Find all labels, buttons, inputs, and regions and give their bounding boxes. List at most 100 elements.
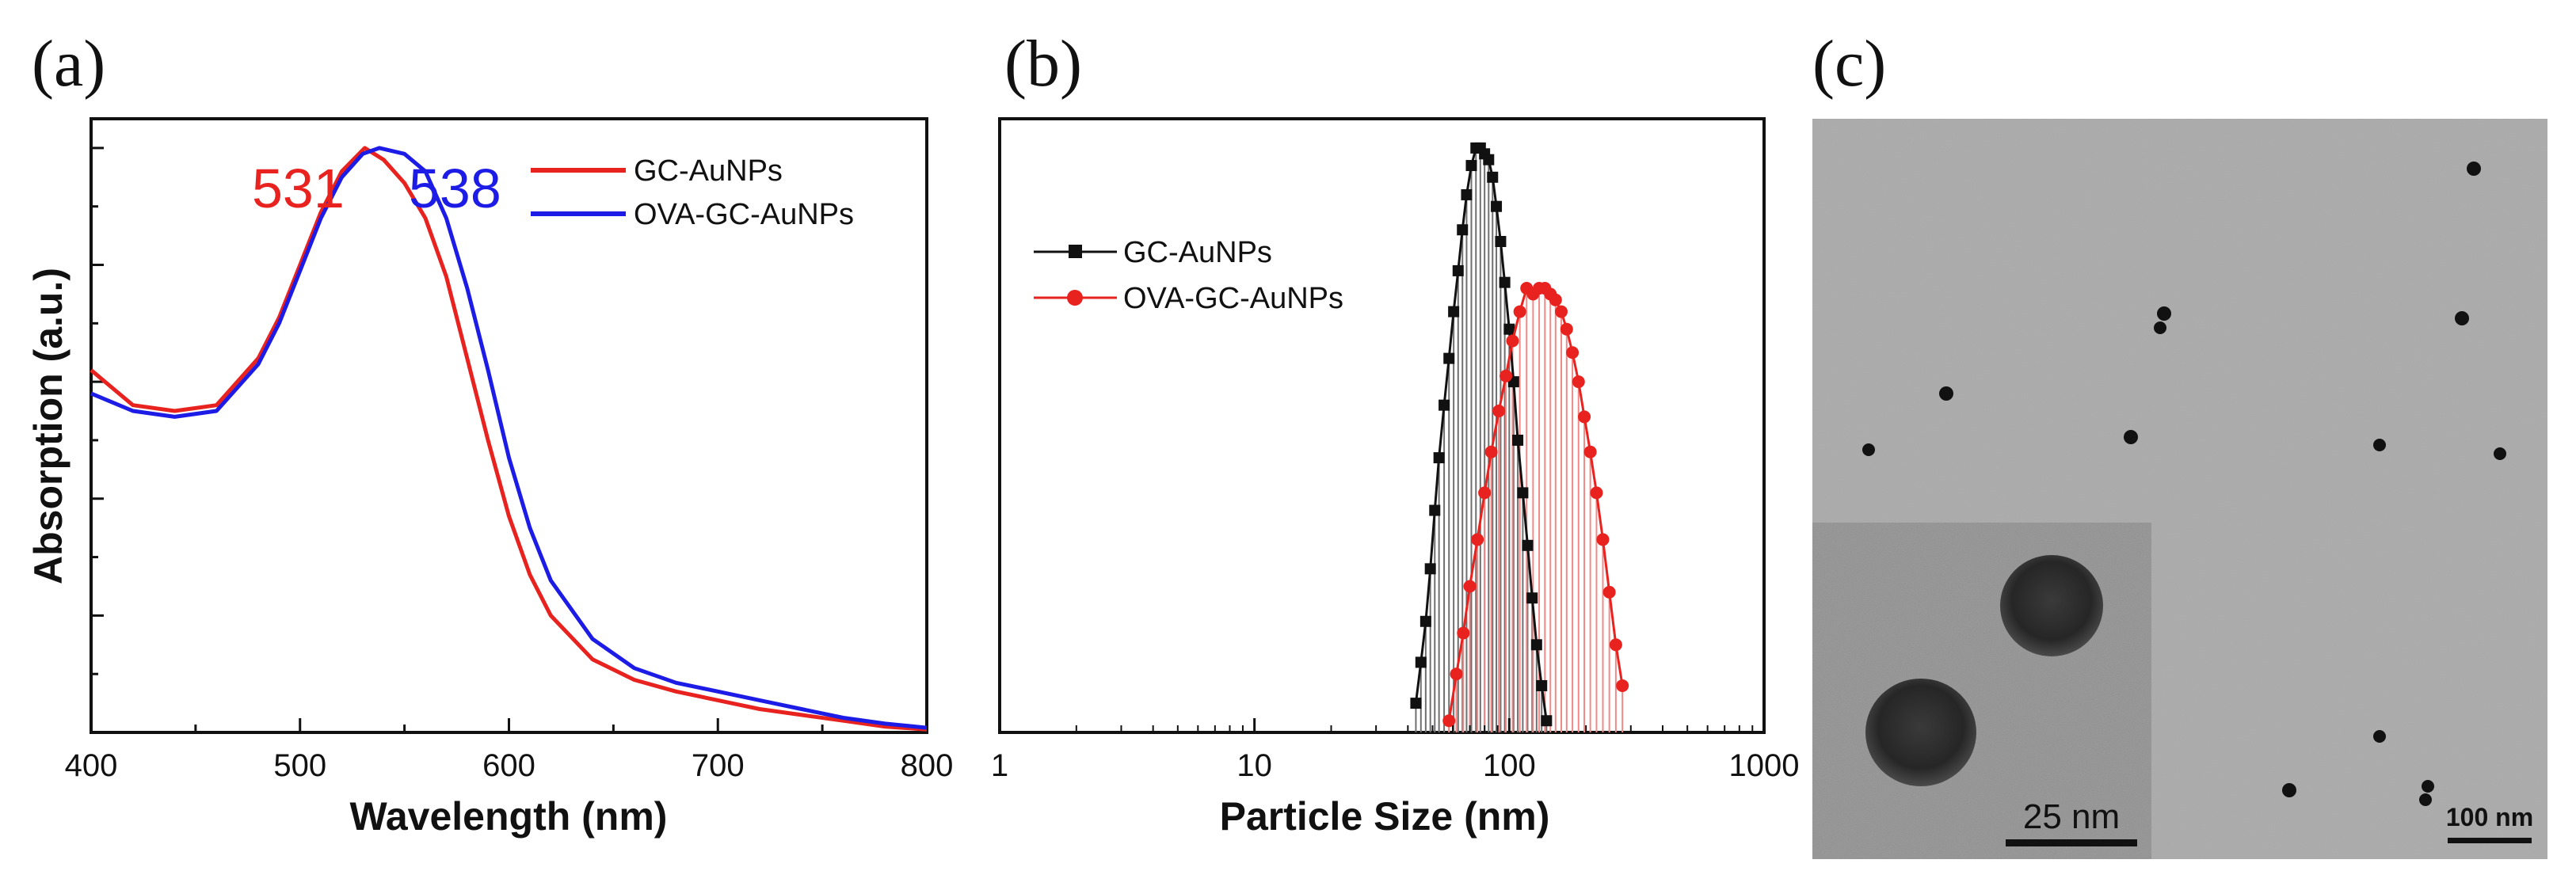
size-point-gc-aunps: [1503, 323, 1515, 335]
size-legend: GC-AuNPs OVA-GC-AuNPs: [1034, 236, 1343, 315]
absorption-x-tick-label: 800: [901, 748, 954, 783]
scale-bar: [2448, 838, 2532, 843]
size-point-gc-aunps: [1461, 188, 1473, 200]
legend-label-ova-gc-aunps-size: OVA-GC-AuNPs: [1123, 282, 1343, 315]
legend-label-gc-aunps-size: GC-AuNPs: [1123, 236, 1272, 269]
size-point-gc-aunps: [1512, 434, 1524, 446]
tem-inset: 25 nm: [1812, 523, 2151, 859]
size-x-tick-label: 1000: [1729, 748, 1800, 783]
size-point-gc-aunps: [1452, 264, 1464, 276]
size-point-ova-gc-aunps: [1590, 486, 1603, 500]
size-point-ova-gc-aunps: [1616, 679, 1629, 692]
size-point-gc-aunps: [1526, 592, 1538, 604]
absorption-chart: 400 500 600 700 800 531 538 GC-AuNPs OVA-GC-…: [26, 117, 954, 839]
nanoparticle: [2467, 162, 2481, 176]
size-point-ova-gc-aunps: [1471, 533, 1484, 546]
size-point-gc-aunps: [1522, 539, 1534, 551]
size-point-gc-aunps: [1439, 399, 1450, 411]
panel-label-b: (b): [1004, 27, 1082, 101]
size-point-ova-gc-aunps: [1560, 322, 1573, 336]
peak-label-531: 531: [252, 158, 345, 219]
size-point-gc-aunps: [1541, 715, 1553, 727]
panel-label-a: (a): [32, 27, 105, 101]
absorption-series-line-gc-aunps: [90, 146, 928, 732]
size-point-ova-gc-aunps: [1499, 369, 1513, 382]
absorption-legend: GC-AuNPs OVA-GC-AuNPs: [531, 154, 854, 231]
size-point-ova-gc-aunps: [1513, 305, 1526, 318]
absorption-series-line-ova-gc-aunps: [90, 146, 928, 730]
size-x-tick-label: 100: [1483, 748, 1536, 783]
panel-label-c: (c): [1812, 27, 1886, 101]
absorption-x-axis-title: Wavelength (nm): [350, 794, 668, 839]
size-distribution-chart: 1 10 100 1000 GC-AuNPs OVA-GC-AuNPs Particl…: [991, 117, 1800, 839]
size-point-gc-aunps: [1410, 698, 1422, 709]
size-x-tick-label: 10: [1237, 748, 1272, 783]
size-point-ova-gc-aunps: [1457, 626, 1470, 640]
size-point-ova-gc-aunps: [1549, 293, 1562, 306]
nanoparticle: [2373, 439, 2386, 451]
size-point-ova-gc-aunps: [1506, 334, 1519, 348]
size-point-gc-aunps: [1457, 224, 1469, 236]
size-point-gc-aunps: [1487, 171, 1499, 183]
size-point-ova-gc-aunps: [1484, 445, 1498, 458]
size-series: [1410, 142, 1629, 728]
inset-scale-bar-label: 25 nm: [2023, 797, 2120, 836]
size-point-gc-aunps: [1483, 154, 1495, 165]
absorption-series: [90, 146, 928, 732]
size-point-gc-aunps: [1424, 563, 1436, 575]
inset-nanoparticle: [1865, 679, 1976, 786]
absorption-x-ticks: 400 500 600 700 800: [65, 718, 954, 783]
size-x-ticks: 1 10 100 1000: [991, 718, 1800, 783]
nanoparticle: [2494, 447, 2506, 460]
absorption-y-axis-title: Absorption (a.u.): [26, 268, 70, 584]
size-point-ova-gc-aunps: [1492, 405, 1506, 418]
inset-nanoparticle: [2000, 555, 2103, 656]
legend-marker-circle: [1067, 290, 1083, 306]
size-point-gc-aunps: [1465, 160, 1477, 172]
size-plot-frame: [998, 117, 1766, 734]
peak-label-538: 538: [409, 158, 501, 219]
nanoparticle: [2373, 730, 2386, 743]
size-point-ova-gc-aunps: [1578, 410, 1591, 424]
absorption-x-tick-label: 600: [482, 748, 535, 783]
size-x-axis-title: Particle Size (nm): [1220, 794, 1550, 839]
size-point-gc-aunps: [1448, 306, 1460, 318]
size-point-ova-gc-aunps: [1566, 346, 1580, 359]
size-point-gc-aunps: [1491, 200, 1503, 212]
legend-marker-square: [1069, 245, 1082, 258]
nanoparticle: [1862, 443, 1875, 456]
nanoparticle: [1939, 386, 1953, 401]
nanoparticle: [2124, 430, 2138, 444]
absorption-x-tick-label: 500: [273, 748, 326, 783]
nanoparticle: [2157, 306, 2171, 321]
size-point-ova-gc-aunps: [1596, 533, 1610, 546]
legend-label-ova-gc-aunps: OVA-GC-AuNPs: [634, 198, 854, 231]
size-point-ova-gc-aunps: [1478, 486, 1492, 500]
scale-bar-label: 100 nm: [2446, 803, 2533, 831]
size-point-ova-gc-aunps: [1609, 638, 1622, 652]
size-point-ova-gc-aunps: [1442, 714, 1456, 728]
size-point-gc-aunps: [1517, 487, 1529, 499]
absorption-y-ticks: [91, 146, 104, 734]
nanoparticle: [2282, 783, 2296, 797]
size-point-gc-aunps: [1433, 452, 1445, 464]
size-point-gc-aunps: [1429, 504, 1441, 516]
inset-scale-bar: [2006, 839, 2137, 846]
size-point-ova-gc-aunps: [1463, 580, 1477, 593]
size-point-gc-aunps: [1536, 679, 1548, 691]
size-point-ova-gc-aunps: [1450, 668, 1463, 681]
size-x-tick-label: 1: [991, 748, 1008, 783]
size-point-gc-aunps: [1443, 352, 1455, 364]
size-point-ova-gc-aunps: [1602, 585, 1616, 599]
nanoparticle: [2154, 321, 2166, 334]
size-point-ova-gc-aunps: [1583, 445, 1597, 458]
legend-label-gc-aunps: GC-AuNPs: [634, 154, 783, 188]
nanoparticle: [2419, 793, 2432, 806]
size-point-gc-aunps: [1415, 656, 1427, 668]
size-point-ova-gc-aunps: [1554, 305, 1568, 318]
nanoparticle: [2422, 780, 2434, 793]
nanoparticle: [2455, 311, 2469, 325]
size-point-gc-aunps: [1530, 639, 1542, 651]
size-point-gc-aunps: [1499, 276, 1511, 288]
